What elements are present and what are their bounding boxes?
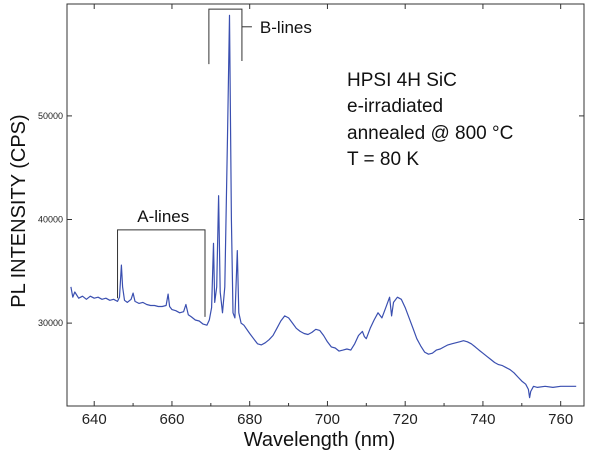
sample-info-sample-line1: HPSI 4H SiC <box>347 70 457 91</box>
spectrum-layer <box>70 14 577 399</box>
y-tick-label: 50000 <box>38 111 63 121</box>
x-tick-label: 760 <box>548 411 573 428</box>
a-lines-label: A-lines <box>137 207 189 226</box>
sample-info-sample-line3: annealed @ 800 °C <box>347 123 513 144</box>
annotation-layer: A-lines B-lines HPSI 4H SiC e-irradiated ann… <box>117 8 513 317</box>
x-tick-label: 720 <box>393 411 418 428</box>
a-lines-bracket <box>117 229 206 317</box>
sample-info-sample-line4: T = 80 K <box>347 149 419 170</box>
x-tick-label: 740 <box>470 411 495 428</box>
sample-info-sample-line2: e-irradiated <box>347 96 443 117</box>
x-tick-label: 680 <box>237 411 262 428</box>
b-lines-label: B-lines <box>260 18 312 37</box>
x-tick-label: 640 <box>82 411 107 428</box>
y-tick-label: 30000 <box>38 318 63 328</box>
x-tick-label: 660 <box>159 411 184 428</box>
plot-frame <box>66 3 585 407</box>
spectrum-line <box>70 14 577 399</box>
axis-layer: 640 660 680 700 720 740 760 30000 40000 50000 Wave… <box>8 4 584 451</box>
x-tick-label: 700 <box>315 411 340 428</box>
y-axis-title: PL INTENSITY (CPS) <box>8 114 30 307</box>
b-lines-bracket <box>208 8 243 65</box>
y-tick-label: 40000 <box>38 215 63 225</box>
plot-area <box>66 3 585 407</box>
x-axis-title: Wavelength (nm) <box>244 429 396 451</box>
